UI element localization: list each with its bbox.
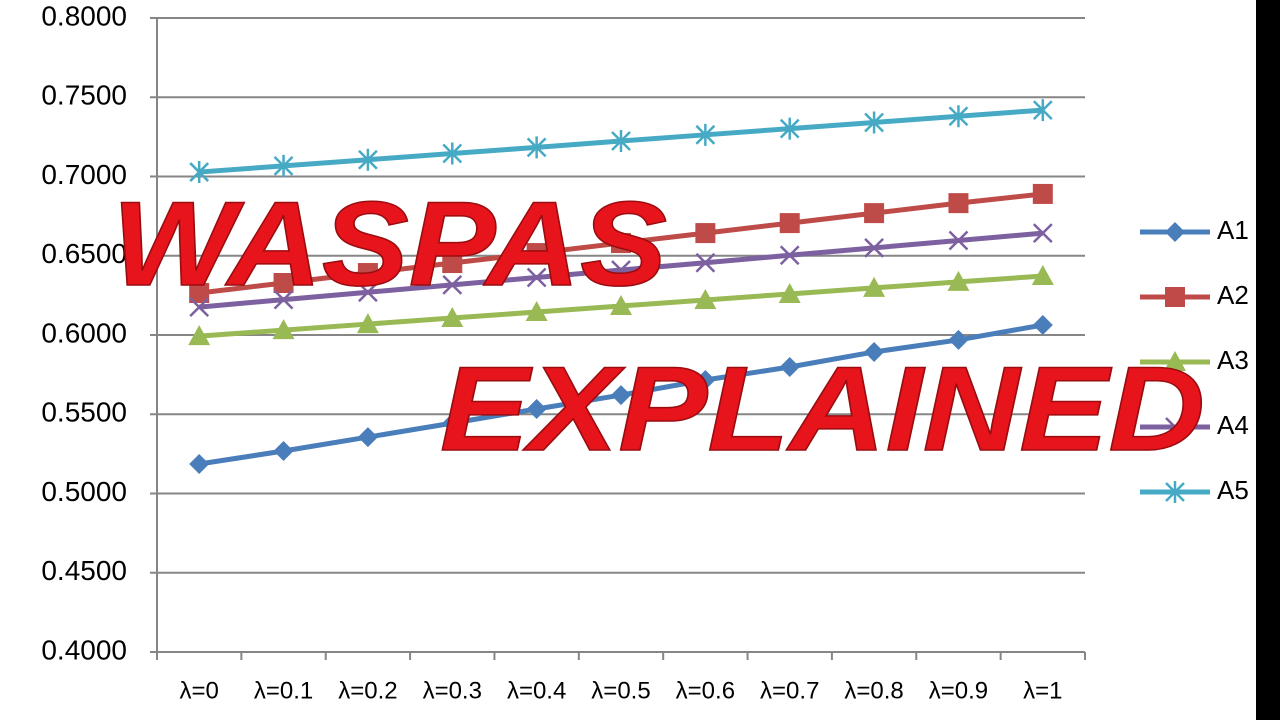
data-point	[864, 203, 885, 224]
x-tick-label: λ=0.9	[929, 677, 988, 704]
x-tick-label: λ=0.7	[760, 677, 819, 704]
data-point	[442, 275, 463, 295]
data-point	[1032, 99, 1053, 122]
data-point	[1031, 265, 1054, 286]
legend-marker	[1165, 481, 1185, 503]
data-point	[611, 385, 631, 406]
data-point	[611, 260, 631, 280]
x-tick-label: λ=0.8	[844, 677, 903, 704]
data-point	[695, 123, 716, 146]
y-tick-label: 0.5500	[41, 397, 127, 428]
legend-label: A3	[1217, 345, 1249, 375]
data-point	[611, 233, 631, 254]
data-point	[948, 105, 969, 128]
legend-label: A4	[1217, 410, 1249, 440]
data-point	[948, 230, 969, 251]
x-tick-label: λ=0.6	[676, 677, 735, 704]
data-point	[357, 427, 378, 448]
legend-marker	[1165, 222, 1185, 242]
x-tick-label: λ=0.3	[423, 677, 482, 704]
legend-label: A2	[1217, 280, 1249, 310]
data-point	[356, 313, 379, 334]
data-point	[442, 142, 463, 165]
data-point	[695, 223, 716, 244]
legend-marker	[1165, 287, 1185, 307]
x-tick-label: λ=0.5	[591, 677, 650, 704]
data-point	[273, 441, 294, 462]
data-point	[863, 276, 886, 297]
data-point	[1032, 183, 1053, 204]
data-point	[526, 136, 547, 159]
x-tick-label: λ=0.2	[338, 677, 397, 704]
y-tick-label: 0.4500	[41, 555, 127, 586]
data-point	[273, 154, 294, 177]
x-tick-label: λ=0.4	[507, 677, 566, 704]
data-point	[1032, 223, 1053, 243]
x-tick-label: λ=0.1	[254, 677, 313, 704]
data-point	[694, 288, 717, 309]
y-tick-label: 0.7000	[41, 159, 127, 190]
plot-area: 0.4000 0.4500 0.5000 0.5500 0.6000 0.6500 0.70…	[41, 0, 1248, 704]
data-point	[358, 282, 378, 303]
legend-marker	[1165, 417, 1185, 437]
annotation: EXPLAINED	[440, 342, 1205, 476]
legend-marker	[1164, 351, 1186, 371]
y-tick-label: 0.6500	[41, 238, 127, 269]
legend-label: A5	[1217, 475, 1249, 505]
data-point	[864, 237, 884, 258]
data-point	[189, 297, 210, 317]
data-point	[526, 267, 547, 288]
data-point	[272, 319, 295, 340]
data-point	[695, 252, 716, 273]
y-tick-label: 0.4000	[41, 634, 127, 665]
annotation: WASPAS	[112, 177, 667, 311]
data-point	[188, 325, 211, 346]
y-tick-label: 0.5000	[41, 476, 127, 507]
data-point	[189, 161, 210, 184]
data-point	[526, 399, 547, 420]
data-point	[779, 213, 800, 234]
data-point	[1032, 315, 1053, 336]
data-point	[441, 307, 464, 328]
y-tick-label: 0.8000	[41, 0, 127, 31]
data-point	[189, 282, 210, 303]
data-point	[947, 270, 970, 291]
data-point	[695, 370, 716, 391]
x-tick-label: λ=1	[1023, 677, 1062, 704]
data-point	[189, 454, 210, 475]
data-point	[273, 273, 294, 294]
data-point	[525, 301, 548, 322]
data-point	[611, 129, 631, 152]
data-point	[948, 193, 969, 214]
x-tick-label: λ=0	[179, 677, 218, 704]
annotations: WASPAS EXPLAINED	[111, 176, 1206, 477]
data-point	[442, 413, 463, 434]
y-tick-label: 0.6000	[41, 317, 127, 348]
data-point	[779, 357, 800, 378]
legend-label: A1	[1217, 215, 1249, 245]
data-point	[864, 111, 884, 134]
data-point	[358, 148, 378, 171]
data-point	[273, 289, 294, 310]
data-point	[779, 117, 800, 140]
data-point	[864, 341, 885, 362]
data-point	[526, 243, 547, 264]
y-tick-label: 0.7500	[41, 80, 127, 111]
edge-bar	[1256, 0, 1280, 720]
data-point	[357, 263, 378, 284]
data-point	[778, 282, 801, 303]
data-point	[442, 253, 463, 274]
data-point	[779, 245, 800, 266]
data-point	[610, 294, 632, 315]
data-point	[948, 329, 969, 350]
